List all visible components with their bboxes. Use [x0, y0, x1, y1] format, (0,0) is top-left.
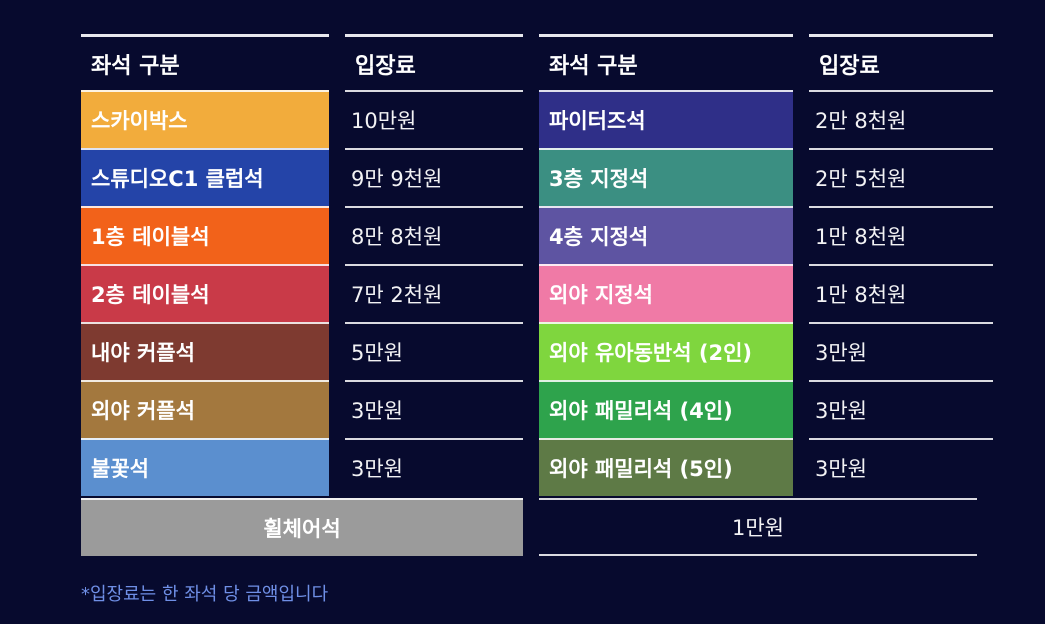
seat-type-cell: 3층 지정석	[539, 148, 793, 206]
table-row: 스카이박스 10만원	[81, 90, 523, 148]
wheelchair-seat-label: 휠체어석	[81, 498, 523, 556]
wheelchair-seat-price: 1만원	[539, 498, 977, 556]
table-row: 3층 지정석 2만 5천원	[539, 148, 993, 206]
left-price-table: 좌석 구분 입장료 스카이박스 10만원 스튜디오C1 클럽석 9만 9천원 1층 테이…	[81, 34, 523, 496]
table-header: 좌석 구분 입장료	[539, 34, 993, 90]
seat-type-cell: 외야 패밀리석 (5인)	[539, 438, 793, 496]
price-cell: 2만 8천원	[809, 90, 993, 148]
table-row: 내야 커플석 5만원	[81, 322, 523, 380]
table-row: 외야 패밀리석 (4인) 3만원	[539, 380, 993, 438]
seat-type-cell: 외야 지정석	[539, 264, 793, 322]
price-cell: 3만원	[809, 322, 993, 380]
seat-type-cell: 2층 테이블석	[81, 264, 329, 322]
table-row: 외야 커플석 3만원	[81, 380, 523, 438]
price-cell: 3만원	[345, 438, 523, 496]
table-row: 외야 유아동반석 (2인) 3만원	[539, 322, 993, 380]
price-cell: 3만원	[345, 380, 523, 438]
price-cell: 9만 9천원	[345, 148, 523, 206]
header-seat: 좌석 구분	[549, 53, 638, 79]
table-row: 불꽃석 3만원	[81, 438, 523, 496]
table-row: 외야 패밀리석 (5인) 3만원	[539, 438, 993, 496]
seat-type-cell: 외야 패밀리석 (4인)	[539, 380, 793, 438]
seat-type-cell: 스튜디오C1 클럽석	[81, 148, 329, 206]
footnote: *입장료는 한 좌석 당 금액입니다	[81, 584, 329, 605]
header-seat: 좌석 구분	[91, 53, 180, 79]
price-cell: 8만 8천원	[345, 206, 523, 264]
price-cell: 10만원	[345, 90, 523, 148]
table-row: 스튜디오C1 클럽석 9만 9천원	[81, 148, 523, 206]
header-price: 입장료	[355, 53, 416, 79]
price-cell: 1만 8천원	[809, 264, 993, 322]
seat-type-cell: 내야 커플석	[81, 322, 329, 380]
price-cell: 3만원	[809, 438, 993, 496]
right-price-table: 좌석 구분 입장료 파이터즈석 2만 8천원 3층 지정석 2만 5천원 4층 지정석 1…	[539, 34, 993, 496]
seat-type-cell: 외야 커플석	[81, 380, 329, 438]
header-price: 입장료	[819, 53, 880, 79]
table-row: 4층 지정석 1만 8천원	[539, 206, 993, 264]
price-cell: 5만원	[345, 322, 523, 380]
price-cell: 2만 5천원	[809, 148, 993, 206]
table-row: 1층 테이블석 8만 8천원	[81, 206, 523, 264]
seat-type-cell: 스카이박스	[81, 90, 329, 148]
seat-type-cell: 외야 유아동반석 (2인)	[539, 322, 793, 380]
price-cell: 3만원	[809, 380, 993, 438]
table-row: 2층 테이블석 7만 2천원	[81, 264, 523, 322]
seat-type-cell: 불꽃석	[81, 438, 329, 496]
table-row: 외야 지정석 1만 8천원	[539, 264, 993, 322]
price-cell: 7만 2천원	[345, 264, 523, 322]
price-cell: 1만 8천원	[809, 206, 993, 264]
seat-type-cell: 파이터즈석	[539, 90, 793, 148]
seat-type-cell: 1층 테이블석	[81, 206, 329, 264]
seat-type-cell: 4층 지정석	[539, 206, 793, 264]
table-row: 파이터즈석 2만 8천원	[539, 90, 993, 148]
table-header: 좌석 구분 입장료	[81, 34, 523, 90]
